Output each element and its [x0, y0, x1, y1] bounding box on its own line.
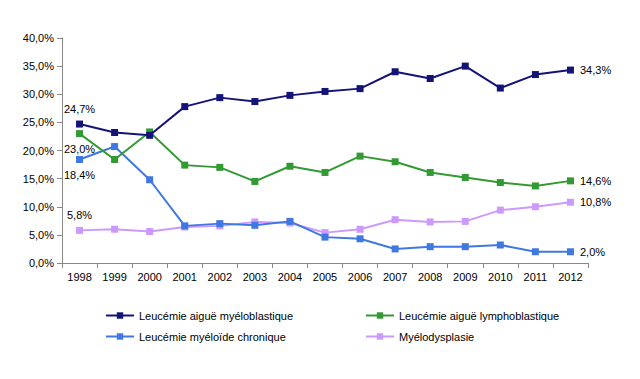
svg-text:Leucémie aiguë myéloblastique: Leucémie aiguë myéloblastique [139, 310, 293, 322]
svg-text:2012: 2012 [558, 271, 582, 283]
svg-text:Leucémie aiguë lymphoblastique: Leucémie aiguë lymphoblastique [399, 310, 559, 322]
svg-text:10,8%: 10,8% [580, 196, 611, 208]
svg-text:5,8%: 5,8% [67, 209, 92, 221]
svg-text:15,0%: 15,0% [23, 173, 54, 185]
svg-text:18,4%: 18,4% [64, 169, 95, 181]
svg-text:14,6%: 14,6% [580, 175, 611, 187]
svg-text:30,0%: 30,0% [23, 88, 54, 100]
svg-text:2005: 2005 [313, 271, 337, 283]
svg-text:1998: 1998 [67, 271, 91, 283]
svg-text:2002: 2002 [208, 271, 232, 283]
svg-text:2001: 2001 [172, 271, 196, 283]
svg-text:0,0%: 0,0% [29, 257, 54, 269]
svg-text:Leucémie myéloïde chronique: Leucémie myéloïde chronique [139, 331, 286, 343]
svg-text:2010: 2010 [488, 271, 512, 283]
svg-text:5,0%: 5,0% [29, 229, 54, 241]
svg-text:2007: 2007 [383, 271, 407, 283]
svg-text:23,0%: 23,0% [64, 143, 95, 155]
svg-text:2008: 2008 [418, 271, 442, 283]
svg-text:2006: 2006 [348, 271, 372, 283]
svg-text:Myélodysplasie: Myélodysplasie [399, 331, 474, 343]
svg-text:2,0%: 2,0% [580, 246, 605, 258]
svg-text:2000: 2000 [137, 271, 161, 283]
svg-text:2004: 2004 [278, 271, 302, 283]
svg-text:25,0%: 25,0% [23, 116, 54, 128]
svg-text:2009: 2009 [453, 271, 477, 283]
svg-text:2003: 2003 [243, 271, 267, 283]
svg-text:24,7%: 24,7% [64, 103, 95, 115]
svg-text:35,0%: 35,0% [23, 60, 54, 72]
svg-text:20,0%: 20,0% [23, 145, 54, 157]
svg-text:40,0%: 40,0% [23, 32, 54, 44]
svg-text:34,3%: 34,3% [580, 64, 611, 76]
svg-text:2011: 2011 [524, 271, 548, 283]
svg-text:1999: 1999 [102, 271, 126, 283]
svg-text:10,0%: 10,0% [23, 201, 54, 213]
